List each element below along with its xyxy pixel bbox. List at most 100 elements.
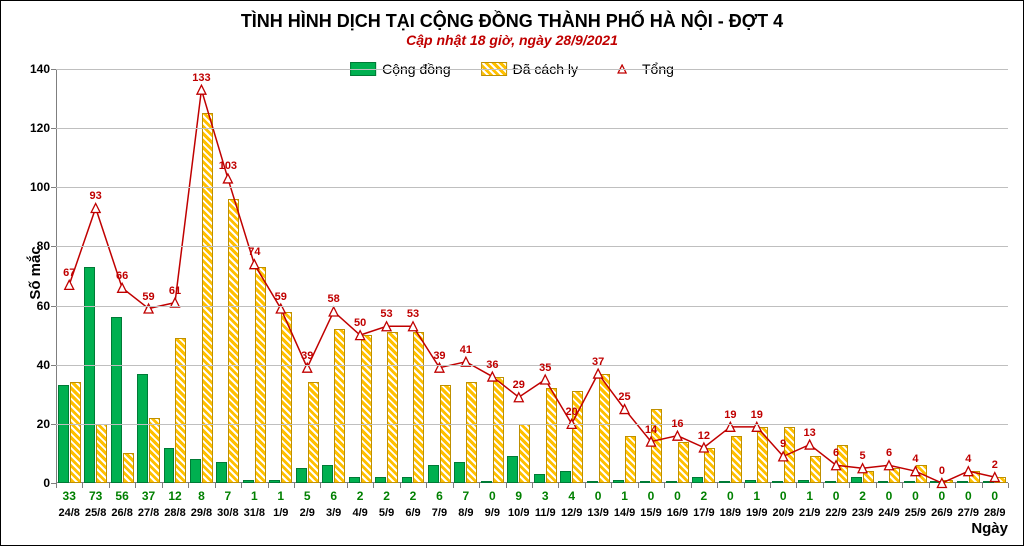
community-value-label: 4 xyxy=(568,489,575,503)
community-value-label: 0 xyxy=(595,489,602,503)
community-value-label: 2 xyxy=(357,489,364,503)
x-tick-label: 1/9 xyxy=(273,507,288,519)
community-value-label: 0 xyxy=(648,489,655,503)
total-value-label: 16 xyxy=(671,418,683,430)
community-value-label: 73 xyxy=(89,489,102,503)
total-value-label: 2 xyxy=(992,459,998,471)
total-marker xyxy=(197,85,206,94)
total-value-label: 61 xyxy=(169,285,181,297)
community-value-label: 9 xyxy=(515,489,522,503)
community-value-label: 0 xyxy=(965,489,972,503)
total-value-label: 66 xyxy=(116,270,128,282)
x-tick-label: 28/8 xyxy=(164,507,185,519)
community-value-label: 2 xyxy=(383,489,390,503)
total-value-label: 25 xyxy=(618,391,630,403)
total-value-label: 6 xyxy=(886,447,892,459)
plot-area: 0204060801001201403324/87325/85626/83727… xyxy=(56,69,1008,483)
total-marker xyxy=(91,203,100,212)
x-tick-label: 7/9 xyxy=(432,507,447,519)
total-value-label: 35 xyxy=(539,362,551,374)
total-value-label: 4 xyxy=(965,453,971,465)
x-tick-label: 13/9 xyxy=(587,507,608,519)
x-tick-label: 16/9 xyxy=(667,507,688,519)
y-tick-label: 20 xyxy=(16,417,50,431)
community-value-label: 37 xyxy=(142,489,155,503)
x-tick-label: 12/9 xyxy=(561,507,582,519)
x-tick-label: 27/9 xyxy=(958,507,979,519)
x-tick-label: 20/9 xyxy=(773,507,794,519)
total-value-label: 19 xyxy=(751,409,763,421)
y-tick-label: 120 xyxy=(16,121,50,135)
total-value-label: 39 xyxy=(433,350,445,362)
x-tick-label: 19/9 xyxy=(746,507,767,519)
total-marker xyxy=(541,375,550,384)
community-value-label: 7 xyxy=(463,489,470,503)
x-tick-label: 25/8 xyxy=(85,507,106,519)
community-value-label: 0 xyxy=(780,489,787,503)
community-value-label: 0 xyxy=(833,489,840,503)
total-value-label: 53 xyxy=(380,308,392,320)
x-tick-label: 6/9 xyxy=(405,507,420,519)
community-value-label: 7 xyxy=(225,489,232,503)
gridline xyxy=(56,69,1008,70)
gridline xyxy=(56,187,1008,188)
chart-container: TÌNH HÌNH DỊCH TẠI CỘNG ĐỒNG THÀNH PHỐ H… xyxy=(0,0,1024,546)
y-tick-label: 80 xyxy=(16,239,50,253)
total-marker xyxy=(65,280,74,289)
x-tick-label: 14/9 xyxy=(614,507,635,519)
community-value-label: 1 xyxy=(753,489,760,503)
x-tick-label: 22/9 xyxy=(825,507,846,519)
total-value-label: 133 xyxy=(192,72,210,84)
community-value-label: 2 xyxy=(701,489,708,503)
total-value-label: 41 xyxy=(460,344,472,356)
community-value-label: 1 xyxy=(251,489,258,503)
community-value-label: 0 xyxy=(674,489,681,503)
line-overlay xyxy=(56,69,1008,483)
total-value-label: 59 xyxy=(142,291,154,303)
total-marker xyxy=(329,307,338,316)
total-value-label: 58 xyxy=(328,293,340,305)
community-value-label: 0 xyxy=(886,489,893,503)
x-tick-label: 17/9 xyxy=(693,507,714,519)
x-tick-label: 26/8 xyxy=(111,507,132,519)
x-tick-label: 5/9 xyxy=(379,507,394,519)
gridline xyxy=(56,128,1008,129)
total-value-label: 20 xyxy=(566,406,578,418)
y-tick-label: 0 xyxy=(16,476,50,490)
x-tick-label: 8/9 xyxy=(458,507,473,519)
total-value-label: 29 xyxy=(513,379,525,391)
total-marker xyxy=(223,174,232,183)
total-marker xyxy=(594,369,603,378)
total-marker xyxy=(250,260,259,269)
total-value-label: 93 xyxy=(90,190,102,202)
total-value-label: 5 xyxy=(859,450,865,462)
community-value-label: 1 xyxy=(806,489,813,503)
total-value-label: 50 xyxy=(354,317,366,329)
total-value-label: 6 xyxy=(833,447,839,459)
total-value-label: 9 xyxy=(780,438,786,450)
community-value-label: 2 xyxy=(859,489,866,503)
x-tick-label: 10/9 xyxy=(508,507,529,519)
x-tick-label: 30/8 xyxy=(217,507,238,519)
total-value-label: 14 xyxy=(645,424,657,436)
x-tick-label: 21/9 xyxy=(799,507,820,519)
x-tick-label: 3/9 xyxy=(326,507,341,519)
x-tick-label: 18/9 xyxy=(720,507,741,519)
community-value-label: 0 xyxy=(991,489,998,503)
x-tick-label: 24/8 xyxy=(59,507,80,519)
x-axis-label: Ngày xyxy=(971,520,1008,537)
total-marker xyxy=(488,372,497,381)
community-value-label: 5 xyxy=(304,489,311,503)
total-value-label: 12 xyxy=(698,430,710,442)
x-tick-label: 29/8 xyxy=(191,507,212,519)
total-value-label: 36 xyxy=(486,359,498,371)
y-tick-label: 140 xyxy=(16,62,50,76)
total-value-label: 13 xyxy=(804,427,816,439)
community-value-label: 56 xyxy=(115,489,128,503)
gridline xyxy=(56,424,1008,425)
community-value-label: 8 xyxy=(198,489,205,503)
chart-subtitle: Cập nhật 18 giờ, ngày 28/9/2021 xyxy=(1,32,1023,48)
total-value-label: 67 xyxy=(63,267,75,279)
x-tick-label: 2/9 xyxy=(300,507,315,519)
y-tick-label: 100 xyxy=(16,180,50,194)
